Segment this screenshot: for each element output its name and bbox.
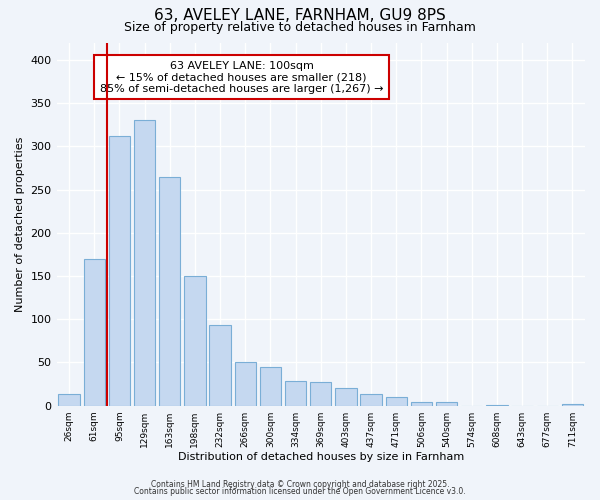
Bar [436, 402, 457, 406]
Bar [235, 362, 256, 406]
X-axis label: Distribution of detached houses by size in Farnham: Distribution of detached houses by size … [178, 452, 464, 462]
Bar [361, 394, 382, 406]
Bar [184, 276, 206, 406]
Bar [386, 397, 407, 406]
Bar [260, 367, 281, 406]
Text: Size of property relative to detached houses in Farnham: Size of property relative to detached ho… [124, 21, 476, 34]
Bar [411, 402, 432, 406]
Bar [562, 404, 583, 406]
Text: Contains public sector information licensed under the Open Government Licence v3: Contains public sector information licen… [134, 488, 466, 496]
Bar [83, 258, 105, 406]
Bar [335, 388, 356, 406]
Y-axis label: Number of detached properties: Number of detached properties [15, 136, 25, 312]
Text: Contains HM Land Registry data © Crown copyright and database right 2025.: Contains HM Land Registry data © Crown c… [151, 480, 449, 489]
Bar [159, 176, 181, 406]
Bar [209, 326, 231, 406]
Text: 63, AVELEY LANE, FARNHAM, GU9 8PS: 63, AVELEY LANE, FARNHAM, GU9 8PS [154, 8, 446, 22]
Bar [310, 382, 331, 406]
Bar [285, 382, 307, 406]
Text: 63 AVELEY LANE: 100sqm
← 15% of detached houses are smaller (218)
85% of semi-de: 63 AVELEY LANE: 100sqm ← 15% of detached… [100, 60, 383, 94]
Bar [134, 120, 155, 406]
Bar [58, 394, 80, 406]
Bar [109, 136, 130, 406]
Bar [486, 405, 508, 406]
